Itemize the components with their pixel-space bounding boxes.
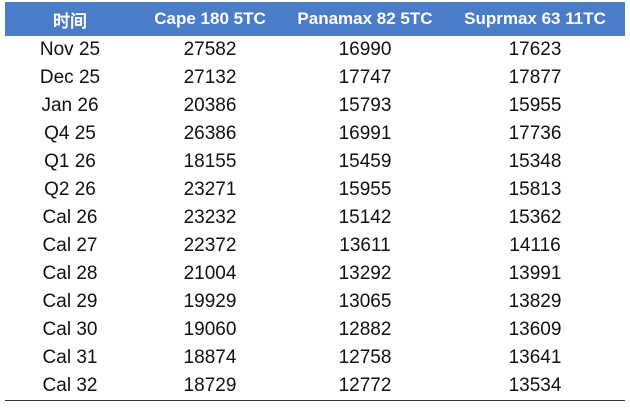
rate-cell: 22372 [183,235,237,256]
rate-cell: 13611 [339,235,391,256]
rate-cell: 21004 [183,263,237,284]
rate-cell: 17736 [508,123,562,144]
table-row: Cal 28 21004 13292 13991 [5,260,625,288]
period-cell: Q4 25 [44,123,96,144]
data-table: 时间 Cape 180 5TC Panamax 82 5TC Suprmax 63 1… [5,2,625,401]
rate-cell: 12772 [285,372,445,401]
table-row: Q4 25 26386 16991 17736 [5,120,625,148]
table-body: Nov 25 27582 16990 17623 Dec 25 27132 17747 178… [5,36,625,401]
table-row: Cal 32 18729 12772 13534 [5,372,625,401]
period-cell: Dec 25 [39,67,101,88]
rate-cell: 15348 [508,151,562,172]
rate-cell: 13292 [338,263,392,284]
header-cell: 时间 [5,2,135,36]
period-cell: Cal 26 [42,207,98,228]
rate-cell: 15955 [508,95,562,116]
period-cell: Cal 32 [5,372,135,401]
period-cell: Q1 26 [44,151,96,172]
period-cell: Cal 31 [42,347,98,368]
rate-cell: 17747 [338,67,392,88]
period-cell: Cal 27 [42,235,98,256]
rate-cell: 12882 [338,319,392,340]
rate-cell: 17623 [508,39,562,60]
rate-cell: 23232 [183,207,237,228]
table-row: Q2 26 23271 15955 15813 [5,176,625,204]
rate-cell: 13534 [445,372,625,401]
rate-cell: 16991 [338,123,392,144]
rate-cell: 13991 [508,263,562,284]
rate-cell: 18155 [183,151,237,172]
table-row: Cal 30 19060 12882 13609 [5,316,625,344]
rate-cell: 15362 [508,207,562,228]
rate-cell: 18729 [135,372,285,401]
header-row: 时间 Cape 180 5TC Panamax 82 5TC Suprmax 63 1… [5,2,625,36]
rate-cell: 18874 [183,347,237,368]
table-row: Cal 26 23232 15142 15362 [5,204,625,232]
rate-cell: 16990 [338,39,392,60]
rate-cell: 13065 [338,291,392,312]
rate-cell: 13609 [508,319,562,340]
header-cell: Panamax 82 5TC [285,2,445,36]
table-row: Cal 31 18874 12758 13641 [5,344,625,372]
table-row: Q1 26 18155 15459 15348 [5,148,625,176]
table-row: Jan 26 20386 15793 15955 [5,92,625,120]
rate-cell: 20386 [183,95,237,116]
rate-cell: 13829 [508,291,562,312]
rate-cell: 15142 [338,207,392,228]
period-cell: Cal 28 [42,263,98,284]
rate-cell: 12758 [338,347,392,368]
header-cell: Suprmax 63 11TC [445,2,625,36]
rate-cell: 27132 [183,67,237,88]
rate-cell: 15793 [338,95,392,116]
rate-cell: 19060 [183,319,237,340]
rate-cell: 19929 [183,291,237,312]
header-cell: Cape 180 5TC [135,2,285,36]
period-cell: Jan 26 [41,95,99,116]
rate-cell: 17877 [508,67,562,88]
rate-cell: 14116 [509,235,561,256]
table-row: Cal 29 19929 13065 13829 [5,288,625,316]
period-cell: Cal 30 [42,319,98,340]
table-row: Nov 25 27582 16990 17623 [5,36,625,64]
rate-cell: 15813 [508,179,562,200]
rate-cell: 27582 [183,39,237,60]
rate-cell: 13641 [508,347,562,368]
period-cell: Q2 26 [44,179,96,200]
rate-cell: 15955 [338,179,392,200]
period-cell: Cal 29 [42,291,98,312]
rate-cell: 23271 [183,179,237,200]
rate-cell: 26386 [183,123,237,144]
table-row: Dec 25 27132 17747 17877 [5,64,625,92]
rate-cell: 15459 [338,151,392,172]
table-row: Cal 27 22372 13611 14116 [5,232,625,260]
period-cell: Nov 25 [39,39,101,60]
